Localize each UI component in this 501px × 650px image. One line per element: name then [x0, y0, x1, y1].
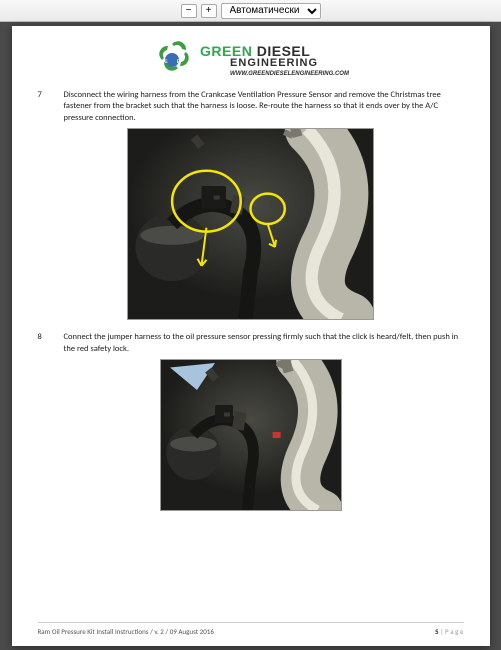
logo-subtitle: ENGINEERING: [230, 57, 349, 69]
step-text: Disconnect the wiring harness from the C…: [64, 90, 464, 124]
footer-left: Ram Oil Pressure Kit Install Instruction…: [38, 627, 214, 636]
instruction-step: 7 Disconnect the wiring harness from the…: [38, 90, 464, 124]
step-photo-wrap: [38, 128, 464, 320]
logo-url: WWW.GREENDIESELENGINEERING.COM: [230, 71, 349, 77]
step-7-photo: [127, 128, 374, 320]
step-text: Connect the jumper harness to the oil pr…: [64, 332, 464, 355]
page-number-label: | P a g e: [439, 627, 464, 636]
svg-text:E: E: [177, 59, 180, 65]
pdf-toolbar: − + Автоматически: [0, 0, 501, 22]
zoom-out-button[interactable]: −: [181, 4, 197, 18]
zoom-in-button[interactable]: +: [201, 4, 217, 18]
instruction-step: 8 Connect the jumper harness to the oil …: [38, 332, 464, 355]
page-footer: Ram Oil Pressure Kit Install Instruction…: [38, 622, 464, 636]
svg-text:G: G: [164, 59, 167, 65]
step-number: 8: [38, 332, 50, 355]
logo-icon: D G E: [152, 40, 192, 80]
step-number: 7: [38, 90, 50, 124]
step-photo-wrap: [38, 359, 464, 511]
step-8-photo: [160, 359, 342, 511]
document-page: D G E GREEN DIESEL ENGINEERING WWW.GREEN…: [12, 26, 490, 646]
page-number: 5 | P a g e: [435, 627, 463, 636]
zoom-mode-select[interactable]: Автоматически: [221, 3, 321, 19]
logo-block: D G E GREEN DIESEL ENGINEERING WWW.GREEN…: [38, 40, 464, 80]
logo-text: GREEN DIESEL ENGINEERING WWW.GREENDIESEL…: [200, 43, 349, 77]
